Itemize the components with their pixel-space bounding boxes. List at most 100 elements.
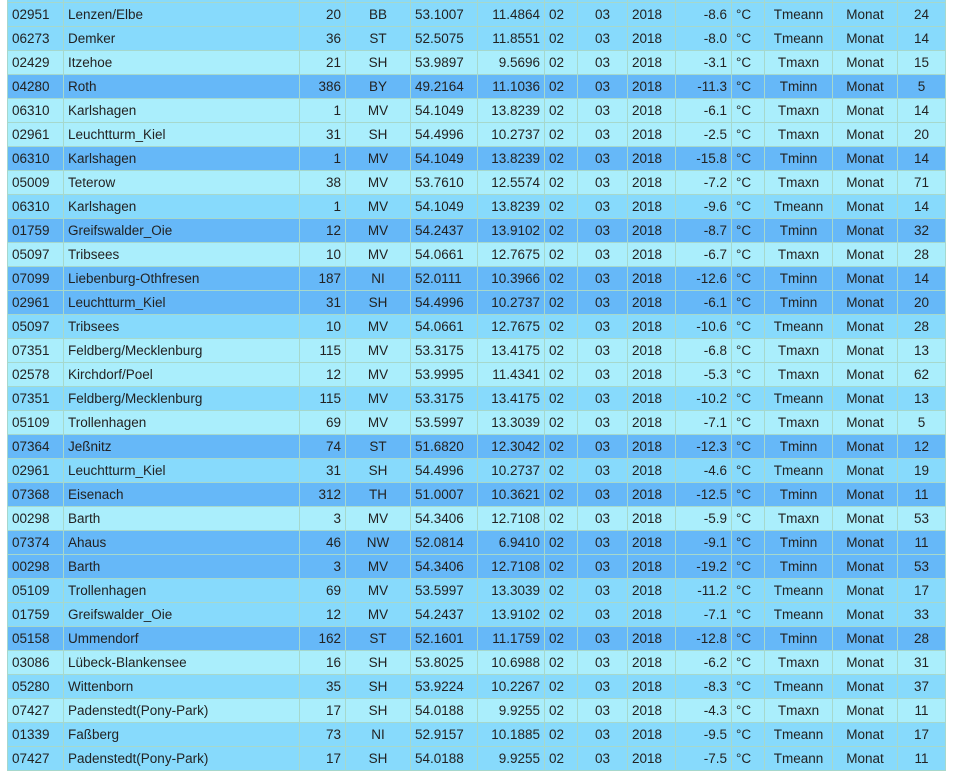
month-cell: 02: [544, 458, 578, 483]
month-cell: 02: [544, 314, 578, 339]
table-row: 05097 Tribsees 10 MV 54.0661 12.7675 02 03 2018-…: [7, 314, 946, 339]
longitude-cell: 12.7108: [477, 506, 545, 531]
station-name-cell: Karlshagen: [63, 194, 300, 219]
unit-cell: °C: [731, 290, 765, 315]
elevation-cell: 3: [299, 506, 346, 531]
month-cell: 02: [544, 698, 578, 723]
temperature-value-cell: -9.6: [675, 194, 732, 219]
measure-type-cell: Tmaxn: [764, 170, 833, 195]
count-cell: 11: [897, 482, 946, 507]
unit-cell: °C: [731, 170, 765, 195]
station-id-cell: 03086: [7, 650, 64, 675]
table-row: 01339 Faßberg 73 NI 52.9157 10.1885 02 03 2018 -9…: [7, 722, 946, 747]
unit-cell: °C: [731, 410, 765, 435]
state-cell: MV: [345, 314, 411, 339]
unit-cell: °C: [731, 650, 765, 675]
station-name-cell: Faßberg: [63, 722, 300, 747]
count-cell: 11: [897, 530, 946, 555]
station-id-cell: 06273: [7, 26, 64, 51]
elevation-cell: 3: [299, 554, 346, 579]
unit-cell: °C: [731, 626, 765, 651]
measure-type-cell: Tminn: [764, 266, 833, 291]
temperature-value-cell: -2.5: [675, 122, 732, 147]
year-cell: 2018: [627, 218, 676, 243]
period-cell: Monat: [832, 50, 898, 75]
month-cell: 02: [544, 362, 578, 387]
day-cell: 03: [577, 722, 628, 747]
year-cell: 2018: [627, 434, 676, 459]
measure-type-cell: Tmeann: [764, 746, 833, 771]
measure-type-cell: Tmeann: [764, 458, 833, 483]
month-cell: 02: [544, 74, 578, 99]
measure-type-cell: Tmaxn: [764, 122, 833, 147]
period-cell: Monat: [832, 722, 898, 747]
latitude-cell: 54.4996: [410, 290, 478, 315]
measure-type-cell: Tmeann: [764, 578, 833, 603]
data-table-container: 02951 Lenzen/Elbe 20 BB 53.1007 11.4864 02 03 20…: [7, 0, 946, 771]
elevation-cell: 312: [299, 482, 346, 507]
month-cell: 02: [544, 578, 578, 603]
longitude-cell: 12.7108: [477, 554, 545, 579]
state-cell: MV: [345, 98, 411, 123]
station-name-cell: Leuchtturm_Kiel: [63, 458, 300, 483]
latitude-cell: 54.3406: [410, 554, 478, 579]
day-cell: 03: [577, 98, 628, 123]
longitude-cell: 13.4175: [477, 338, 545, 363]
temperature-value-cell: -5.3: [675, 362, 732, 387]
station-name-cell: Padenstedt(Pony-Park): [63, 746, 300, 771]
period-cell: Monat: [832, 674, 898, 699]
count-cell: 32: [897, 218, 946, 243]
day-cell: 03: [577, 746, 628, 771]
temperature-value-cell: -12.8: [675, 626, 732, 651]
table-row: 07351 Feldberg/Mecklenburg 115 MV 53.3175 13.…: [7, 338, 946, 363]
month-cell: 02: [544, 290, 578, 315]
station-id-cell: 02578: [7, 362, 64, 387]
temperature-value-cell: -4.3: [675, 698, 732, 723]
station-name-cell: Barth: [63, 554, 300, 579]
table-row: 07427 Padenstedt(Pony-Park) 17 SH 54.0188 9.9…: [7, 698, 946, 723]
elevation-cell: 17: [299, 746, 346, 771]
year-cell: 2018: [627, 26, 676, 51]
table-row: 07099 Liebenburg-Othfresen 187 NI 52.0111 10.…: [7, 266, 946, 291]
elevation-cell: 12: [299, 602, 346, 627]
temperature-value-cell: -7.5: [675, 746, 732, 771]
day-cell: 03: [577, 242, 628, 267]
latitude-cell: 51.0007: [410, 482, 478, 507]
station-id-cell: 07368: [7, 482, 64, 507]
day-cell: 03: [577, 434, 628, 459]
year-cell: 2018: [627, 314, 676, 339]
period-cell: Monat: [832, 146, 898, 171]
period-cell: Monat: [832, 530, 898, 555]
temperature-value-cell: -5.9: [675, 506, 732, 531]
station-id-cell: 02961: [7, 458, 64, 483]
unit-cell: °C: [731, 50, 765, 75]
elevation-cell: 10: [299, 314, 346, 339]
state-cell: MV: [345, 146, 411, 171]
day-cell: 03: [577, 458, 628, 483]
count-cell: 5: [897, 410, 946, 435]
temperature-value-cell: -4.6: [675, 458, 732, 483]
table-row: 06273 Demker 36 ST 52.5075 11.8551 02 03 2018 -8.…: [7, 26, 946, 51]
station-name-cell: Greifswalder_Oie: [63, 218, 300, 243]
count-cell: 11: [897, 746, 946, 771]
station-name-cell: Padenstedt(Pony-Park): [63, 698, 300, 723]
month-cell: 02: [544, 482, 578, 507]
period-cell: Monat: [832, 506, 898, 531]
year-cell: 2018: [627, 650, 676, 675]
count-cell: 24: [897, 2, 946, 27]
day-cell: 03: [577, 170, 628, 195]
count-cell: 15: [897, 50, 946, 75]
year-cell: 2018: [627, 506, 676, 531]
latitude-cell: 54.4996: [410, 122, 478, 147]
count-cell: 20: [897, 290, 946, 315]
latitude-cell: 54.3406: [410, 506, 478, 531]
unit-cell: °C: [731, 602, 765, 627]
count-cell: 13: [897, 386, 946, 411]
station-name-cell: Eisenach: [63, 482, 300, 507]
station-name-cell: Jeßnitz: [63, 434, 300, 459]
elevation-cell: 1: [299, 146, 346, 171]
station-name-cell: Trollenhagen: [63, 578, 300, 603]
table-row: 07368 Eisenach 312 TH 51.0007 10.3621 02 03 2018…: [7, 482, 946, 507]
day-cell: 03: [577, 74, 628, 99]
station-name-cell: Tribsees: [63, 314, 300, 339]
